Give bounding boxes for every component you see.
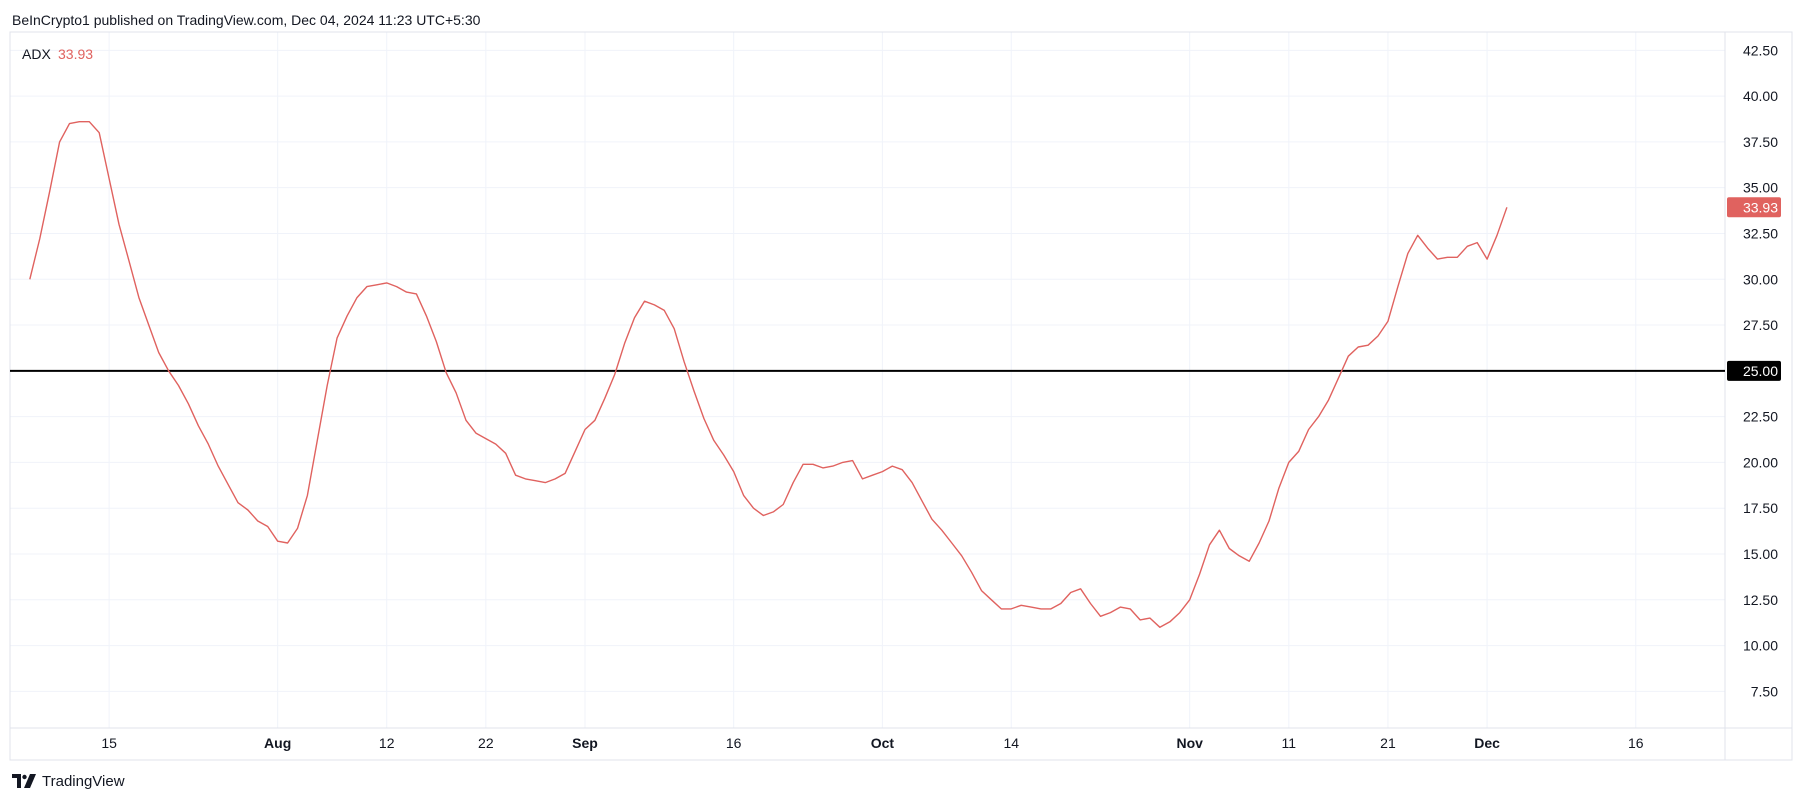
legend-series-value: 33.93 bbox=[58, 46, 93, 62]
reference-price-tag: 25.00 bbox=[1727, 360, 1781, 381]
chart-frame bbox=[9, 31, 1793, 761]
x-tick-label: 12 bbox=[379, 735, 395, 751]
x-tick-label: Dec bbox=[1474, 735, 1500, 751]
reference-price-tag-text: 25.00 bbox=[1743, 363, 1778, 379]
y-tick-label: 42.50 bbox=[1743, 42, 1778, 58]
reference-price-tag-bg bbox=[1727, 360, 1781, 381]
y-tick-label: 20.00 bbox=[1743, 454, 1778, 470]
y-tick-label: 7.50 bbox=[1751, 683, 1778, 699]
x-tick-label: 21 bbox=[1380, 735, 1396, 751]
y-tick-label: 12.50 bbox=[1743, 592, 1778, 608]
y-tick-label: 10.00 bbox=[1743, 638, 1778, 654]
x-tick-label: 11 bbox=[1282, 735, 1297, 751]
tradingview-logo-icon bbox=[12, 774, 36, 788]
x-tick-label: 22 bbox=[478, 735, 494, 751]
price-tags: 25.00 33.93 bbox=[1727, 197, 1781, 381]
chart-grid bbox=[10, 32, 1725, 728]
y-tick-label: 17.50 bbox=[1743, 500, 1778, 516]
x-tick-label: 14 bbox=[1003, 735, 1019, 751]
x-tick-label: Sep bbox=[572, 735, 598, 751]
chart-legend[interactable]: ADX 33.93 bbox=[22, 46, 93, 62]
x-axis-ticks: 15 Aug 12 22 Sep 16 Oct 14 Nov 11 21 Dec 16 bbox=[101, 735, 1643, 751]
y-tick-label: 40.00 bbox=[1743, 88, 1778, 104]
x-tick-label: Nov bbox=[1176, 735, 1203, 751]
legend-series-name[interactable]: ADX bbox=[22, 46, 51, 62]
y-tick-label: 27.50 bbox=[1743, 317, 1778, 333]
x-tick-label: 16 bbox=[726, 735, 742, 751]
last-value-price-tag-text: 33.93 bbox=[1743, 199, 1778, 215]
y-tick-label: 22.50 bbox=[1743, 409, 1778, 425]
x-tick-label: 15 bbox=[101, 735, 117, 751]
y-tick-label: 30.00 bbox=[1743, 271, 1778, 287]
y-tick-label: 35.00 bbox=[1743, 180, 1778, 196]
y-tick-label: 15.00 bbox=[1743, 546, 1778, 562]
x-tick-label: Oct bbox=[871, 735, 895, 751]
y-tick-label: 32.50 bbox=[1743, 225, 1778, 241]
publish-attribution: BeInCrypto1 published on TradingView.com… bbox=[12, 12, 481, 28]
x-tick-label: 16 bbox=[1628, 735, 1644, 751]
x-tick-label: Aug bbox=[264, 735, 291, 751]
last-value-price-tag-bg bbox=[1727, 197, 1781, 218]
last-value-price-tag: 33.93 bbox=[1727, 197, 1781, 218]
footer-brand-text: TradingView bbox=[42, 772, 125, 790]
y-tick-label: 37.50 bbox=[1743, 134, 1778, 150]
adx-series-line bbox=[29, 120, 1508, 628]
footer-branding[interactable]: TradingView bbox=[12, 770, 125, 792]
series-group bbox=[29, 120, 1508, 628]
